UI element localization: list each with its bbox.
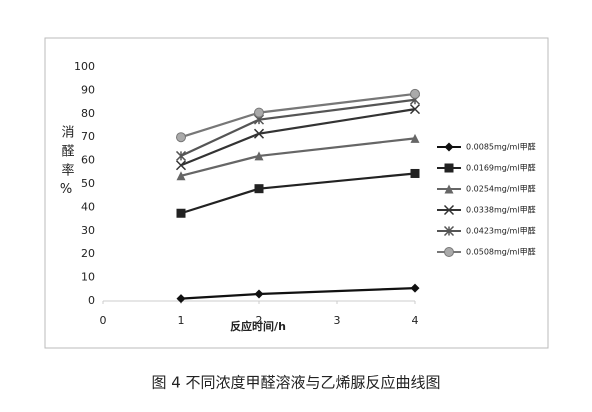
- legend-label: 0.0508mg/ml甲醛: [466, 247, 536, 257]
- marker: [443, 204, 455, 216]
- marker: [176, 208, 186, 218]
- marker: [443, 225, 455, 237]
- x-tick-label: 1: [178, 314, 185, 327]
- marker: [253, 128, 265, 139]
- series-line: [180, 287, 416, 300]
- y-tick-label: 90: [81, 83, 95, 96]
- y-tick-label: 10: [81, 271, 95, 284]
- marker: [176, 171, 186, 181]
- marker: [254, 151, 264, 161]
- legend-label: 0.0423mg/ml甲醛: [466, 226, 536, 236]
- y-tick-label: 50: [81, 177, 95, 190]
- marker: [444, 142, 454, 152]
- y-tick-label: 40: [81, 200, 95, 213]
- x-axis-label: 反应时间/h: [230, 319, 286, 333]
- chart-frame: [44, 37, 549, 349]
- marker: [410, 133, 420, 143]
- marker: [254, 289, 264, 299]
- y-tick-label: 0: [88, 294, 95, 307]
- x-tick-label: 2: [256, 314, 263, 327]
- series-line: [180, 172, 416, 215]
- legend-label: 0.0085mg/ml甲醛: [466, 142, 536, 152]
- y-tick-label: 100: [74, 60, 95, 73]
- y-axis-label: 消醛率%: [59, 125, 75, 203]
- marker: [175, 150, 187, 161]
- marker: [444, 184, 454, 194]
- y-tick-label: 70: [81, 130, 95, 143]
- marker: [444, 247, 454, 257]
- legend-label: 0.0254mg/ml甲醛: [466, 184, 536, 194]
- x-tick-label: 0: [100, 314, 107, 327]
- marker: [409, 104, 421, 115]
- marker: [410, 168, 420, 178]
- marker: [254, 184, 264, 194]
- marker: [176, 294, 186, 304]
- y-tick-label: 80: [81, 107, 95, 120]
- marker: [175, 160, 187, 171]
- x-tick-label: 3: [334, 314, 341, 327]
- series-line: [180, 137, 416, 177]
- marker: [444, 163, 454, 173]
- y-tick-label: 30: [81, 224, 95, 237]
- marker: [176, 132, 186, 143]
- series-line: [180, 108, 416, 167]
- y-tick-label: 20: [81, 247, 95, 260]
- legend-label: 0.0169mg/ml甲醛: [466, 163, 536, 173]
- legend-label: 0.0338mg/ml甲醛: [466, 205, 536, 215]
- marker: [410, 283, 420, 293]
- marker: [254, 107, 264, 118]
- caption: 图 4 不同浓度甲醛溶液与乙烯脲反应曲线图: [151, 374, 440, 392]
- y-tick-label: 60: [81, 154, 95, 167]
- marker: [410, 88, 420, 99]
- x-tick-label: 4: [412, 314, 419, 327]
